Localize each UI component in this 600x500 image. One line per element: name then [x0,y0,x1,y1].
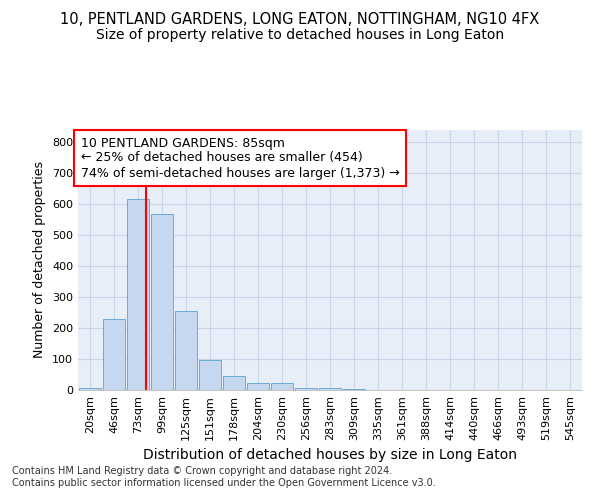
Bar [247,383,269,390]
Bar [223,376,245,390]
Text: Size of property relative to detached houses in Long Eaton: Size of property relative to detached ho… [96,28,504,42]
X-axis label: Distribution of detached houses by size in Long Eaton: Distribution of detached houses by size … [143,448,517,462]
Bar [175,312,197,390]
Bar [319,388,341,390]
Y-axis label: Number of detached properties: Number of detached properties [34,162,46,358]
Bar [199,360,221,390]
Bar [295,388,317,390]
Text: Contains HM Land Registry data © Crown copyright and database right 2024.
Contai: Contains HM Land Registry data © Crown c… [12,466,436,487]
Bar [151,214,173,390]
Bar [271,383,293,390]
Bar [127,198,149,390]
Text: 10 PENTLAND GARDENS: 85sqm
← 25% of detached houses are smaller (454)
74% of sem: 10 PENTLAND GARDENS: 85sqm ← 25% of deta… [80,136,399,180]
Text: 10, PENTLAND GARDENS, LONG EATON, NOTTINGHAM, NG10 4FX: 10, PENTLAND GARDENS, LONG EATON, NOTTIN… [61,12,539,28]
Bar [79,388,101,390]
Bar [103,320,125,390]
